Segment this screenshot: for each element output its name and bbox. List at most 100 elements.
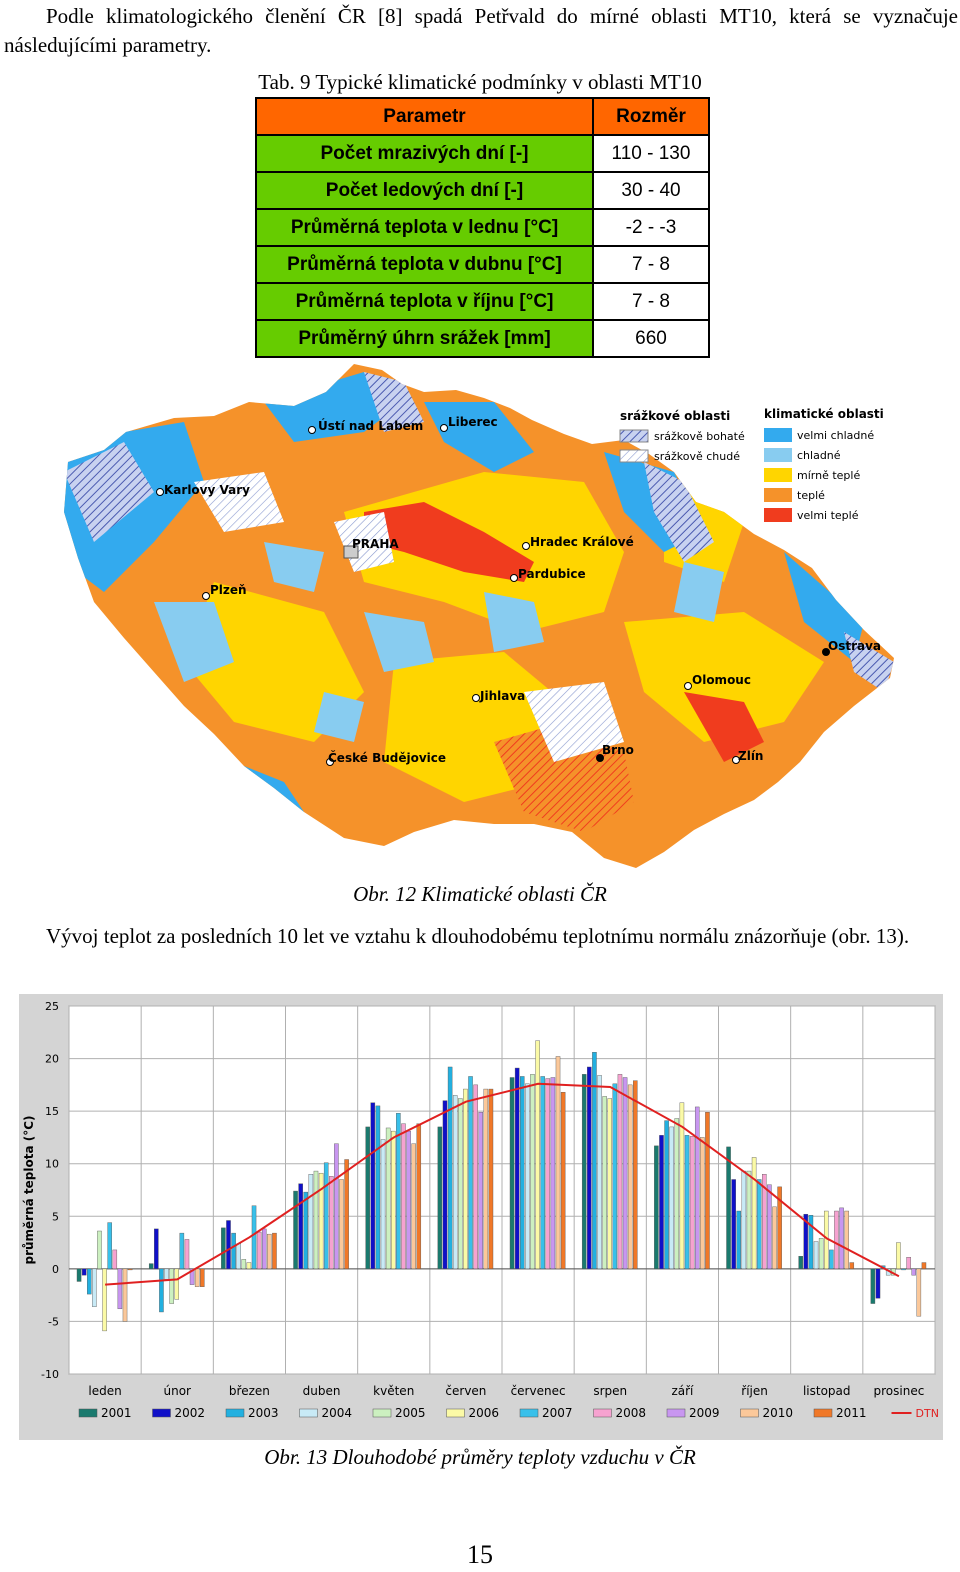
bar <box>334 1143 339 1270</box>
bar <box>236 1243 241 1270</box>
table-row: Průměrná teplota v dubnu [°C] 7 - 8 <box>255 245 710 284</box>
bar <box>458 1098 463 1270</box>
y-tick-label: 20 <box>45 1053 59 1066</box>
bar <box>442 1100 448 1270</box>
legend-swatch-very-warm <box>764 508 792 522</box>
y-axis-label: průměrná teplota (°C) <box>22 1115 36 1264</box>
bar <box>870 1268 876 1304</box>
bar <box>189 1268 195 1285</box>
bar <box>107 1222 112 1270</box>
bar <box>416 1123 422 1270</box>
city-label: PRAHA <box>352 537 399 551</box>
city-label: Plzeň <box>210 583 247 597</box>
table-header-value: Rozměr <box>592 97 710 136</box>
bar <box>375 1105 381 1270</box>
bar <box>437 1126 443 1270</box>
bar <box>112 1249 118 1270</box>
bar <box>267 1233 272 1270</box>
bar <box>756 1179 762 1270</box>
city-usti: Ústí nad Labem <box>308 418 423 434</box>
bar <box>689 1136 695 1270</box>
table-cell-param: Průměrná teplota v lednu [°C] <box>255 208 594 247</box>
city-praha: PRAHA <box>343 537 399 559</box>
legend-label: srážkově chudé <box>654 450 740 463</box>
city-zlin: Zlín <box>732 749 763 764</box>
legend-swatch-rich <box>619 429 649 443</box>
bar <box>221 1227 226 1270</box>
bar <box>468 1076 473 1270</box>
bar <box>200 1268 205 1287</box>
bar <box>654 1145 659 1270</box>
bar <box>906 1257 911 1270</box>
legend-climate-title: klimatické oblasti <box>764 407 884 421</box>
bar <box>509 1077 515 1270</box>
figure13-caption-text: Obr. 13 Dlouhodobé průměry teploty vzduc… <box>264 1445 696 1469</box>
bar <box>550 1077 556 1270</box>
paragraph-temperature-text: Vývoj teplot za posledních 10 let ve vzt… <box>46 924 910 948</box>
table-cell-param: Počet ledových dní [-] <box>255 171 594 210</box>
x-tick-label: červenec <box>511 1384 566 1398</box>
bar <box>411 1143 416 1270</box>
table-row: Průměrný úhrn srážek [mm] 660 <box>255 319 710 358</box>
legend-swatch-very-cold <box>764 428 792 442</box>
city-pardubice: Pardubice <box>510 567 586 582</box>
legend-swatch <box>446 1408 465 1418</box>
city-label: Liberec <box>448 415 498 429</box>
table-cell-value: 110 - 130 <box>592 134 710 173</box>
bar <box>525 1083 530 1270</box>
bar <box>612 1083 618 1270</box>
legend-precip-title: srážkové oblasti <box>620 409 730 423</box>
legend-swatch <box>519 1408 539 1418</box>
bar <box>370 1102 376 1270</box>
table-cell-value: -2 - -3 <box>592 208 710 247</box>
figure12-caption: Obr. 12 Klimatické oblasti ČR <box>0 882 960 907</box>
legend-label: srážkově bohaté <box>654 430 745 443</box>
y-tick-label: 5 <box>52 1210 59 1223</box>
bar <box>184 1239 190 1270</box>
bar <box>607 1098 613 1270</box>
legend-swatch <box>152 1408 171 1418</box>
legend-label: 2002 <box>175 1406 206 1420</box>
legend-label: teplé <box>797 489 825 502</box>
bar <box>256 1231 262 1270</box>
y-tick-label: 10 <box>45 1158 59 1171</box>
legend-swatch-mild <box>764 468 792 482</box>
bar <box>401 1123 406 1270</box>
bar <box>705 1111 710 1270</box>
bar <box>226 1220 231 1270</box>
table-cell-value: 7 - 8 <box>592 245 710 284</box>
y-tick-label: -5 <box>48 1315 59 1328</box>
legend-swatch <box>666 1408 686 1418</box>
bar <box>736 1210 742 1270</box>
city-jihlava: Jihlava <box>472 689 525 703</box>
bar <box>478 1111 483 1270</box>
temperature-chart: 25 20 15 10 5 0 -5 -10 leden únor březen duben květ… <box>19 994 943 1440</box>
bar <box>148 1263 154 1270</box>
bar <box>231 1232 236 1270</box>
bar <box>545 1078 551 1270</box>
bar <box>679 1102 685 1270</box>
x-tick-label: červen <box>445 1384 486 1398</box>
city-brno: Brno <box>596 743 634 762</box>
city-label: Brno <box>602 743 634 757</box>
bar <box>798 1256 803 1270</box>
bar <box>540 1076 545 1270</box>
bar <box>746 1170 752 1270</box>
bar <box>622 1077 628 1270</box>
figure12-caption-text: Obr. 12 Klimatické oblasti ČR <box>353 882 607 906</box>
table-row: Průměrná teplota v lednu [°C] -2 - -3 <box>255 208 710 247</box>
city-hradec-kralove: Hradec Králové <box>522 535 634 550</box>
legend-label: 2004 <box>322 1406 353 1420</box>
legend-swatch-warm <box>764 488 792 502</box>
x-tick-label: leden <box>88 1384 121 1398</box>
bar <box>308 1174 314 1270</box>
legend-swatch <box>813 1408 833 1418</box>
legend-swatch-cold <box>764 448 792 462</box>
legend-label: 2007 <box>542 1406 573 1420</box>
bar <box>365 1126 370 1270</box>
bar <box>447 1066 453 1270</box>
map-legend: srážkové oblasti srážkově bohaté srážkov… <box>619 407 884 522</box>
bar <box>179 1232 185 1270</box>
chart-legend: 2001 2002 2003 2004 2005 2006 2007 2008 2009 2010… <box>78 1406 939 1420</box>
bar <box>587 1066 592 1270</box>
